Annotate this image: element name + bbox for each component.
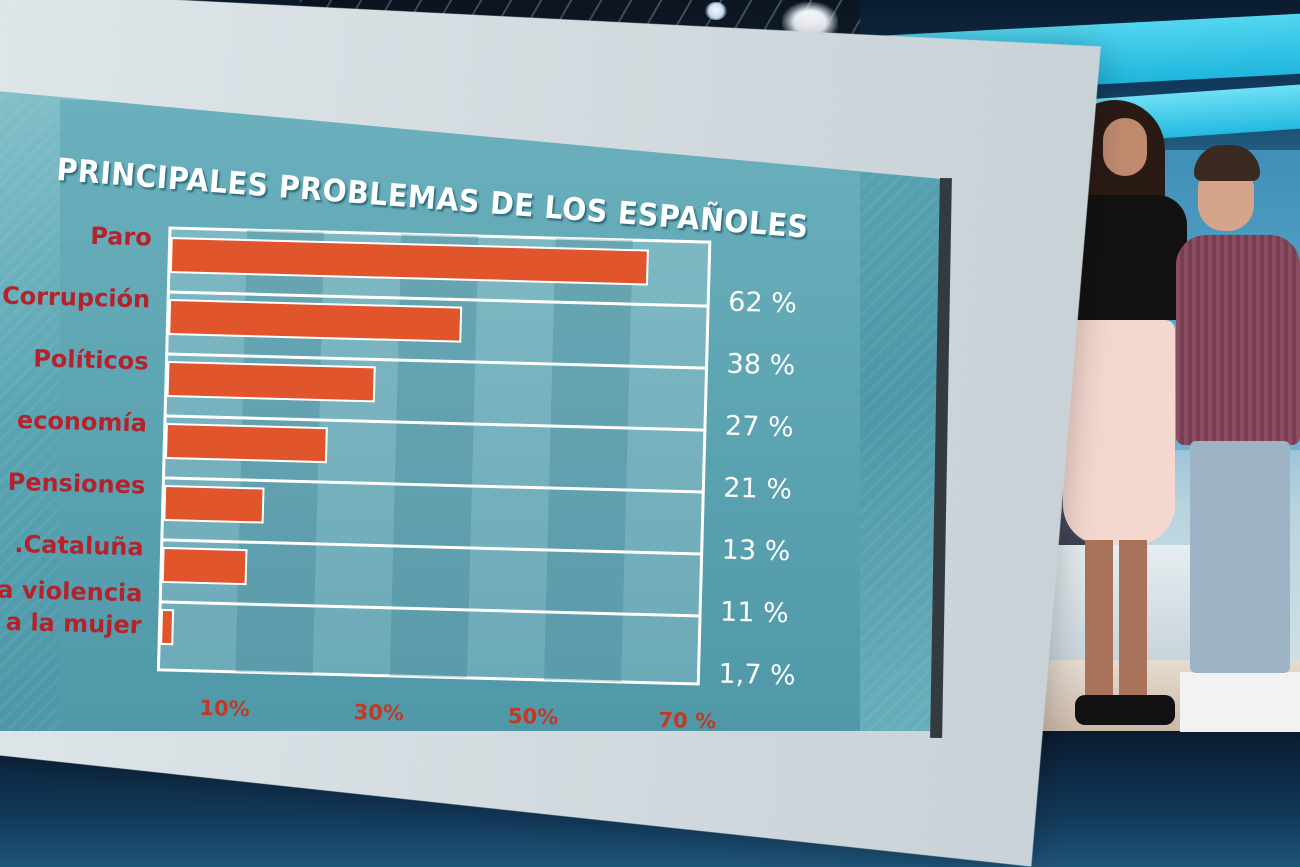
presenter-man-shirt bbox=[1176, 235, 1300, 445]
value-label: 1,7 % bbox=[718, 659, 796, 692]
category-label: Corrupción bbox=[2, 282, 151, 314]
category-label-line: Corrupción bbox=[2, 282, 151, 314]
bar bbox=[166, 424, 327, 462]
category-label: Pensiones bbox=[7, 468, 145, 500]
category-label-line: a violencia bbox=[0, 576, 143, 608]
presenter-woman-legs bbox=[1085, 540, 1147, 700]
white-plinth bbox=[1180, 672, 1300, 732]
category-label-line: economía bbox=[17, 406, 148, 437]
category-label-line: Paro bbox=[90, 222, 152, 252]
x-tick-label: 30% bbox=[353, 700, 404, 725]
presenter-woman-shoes bbox=[1075, 695, 1175, 725]
value-label: 62 % bbox=[728, 287, 797, 320]
value-label: 27 % bbox=[725, 411, 794, 444]
category-label: Políticos bbox=[33, 344, 149, 375]
category-label-line: a la mujer bbox=[6, 608, 143, 640]
presenter-man bbox=[1172, 145, 1300, 676]
category-label-line: .Cataluña bbox=[14, 530, 144, 561]
presenter-man-jeans bbox=[1190, 441, 1290, 673]
value-label: 11 % bbox=[720, 597, 789, 630]
bar bbox=[168, 362, 375, 401]
category-label-line: Políticos bbox=[33, 344, 149, 375]
presenter-woman-face bbox=[1103, 118, 1147, 176]
category-label: a violenciaa la mujer bbox=[0, 576, 143, 640]
value-label: 38 % bbox=[726, 349, 795, 382]
studio-light-small bbox=[705, 2, 727, 20]
bar bbox=[161, 610, 173, 644]
chart-plot-group: Paro 62 % Corrupción 38 % Políticos 27 % econo… bbox=[0, 220, 807, 731]
value-label: 21 % bbox=[723, 473, 792, 506]
category-label: economía bbox=[17, 406, 148, 437]
x-tick-label: 10% bbox=[199, 696, 250, 721]
bar bbox=[164, 486, 263, 523]
presenter-woman-skirt bbox=[1063, 320, 1175, 545]
x-tick-label: 70 % bbox=[658, 708, 716, 731]
bar bbox=[169, 300, 461, 342]
value-label: 13 % bbox=[721, 535, 790, 568]
x-tick-label: 50% bbox=[508, 704, 559, 729]
presenter-man-hair bbox=[1194, 145, 1260, 181]
category-label: .Cataluña bbox=[14, 530, 144, 561]
bar bbox=[163, 548, 247, 584]
category-label-line: Pensiones bbox=[7, 468, 145, 500]
category-label: Paro bbox=[90, 222, 152, 252]
